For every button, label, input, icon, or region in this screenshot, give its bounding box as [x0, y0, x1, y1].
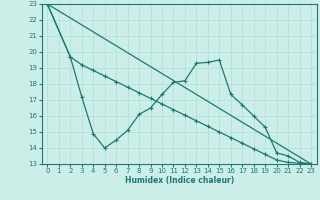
X-axis label: Humidex (Indice chaleur): Humidex (Indice chaleur) — [124, 176, 234, 185]
